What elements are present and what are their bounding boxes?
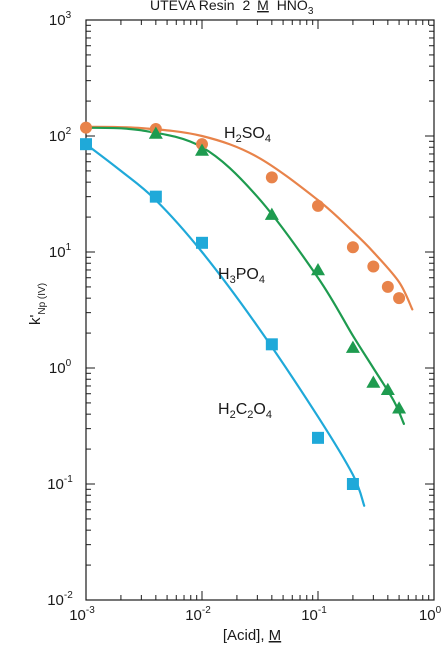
y-tick-label-exponent: 2 <box>66 126 72 137</box>
series-label-h2c2o4: H2C2O4 <box>218 401 272 421</box>
y-tick-label-base: 10 <box>49 244 66 261</box>
title-acid-subscript: 3 <box>308 6 314 17</box>
y-tick-label: 101 <box>49 242 72 261</box>
y-tick-label: 103 <box>49 10 72 29</box>
title-concentration: 2 <box>242 0 250 13</box>
x-tick-label-base: 10 <box>185 607 202 624</box>
y-axis-title-subscript: Np (IV) <box>37 283 48 315</box>
series-label-text: H <box>224 125 236 142</box>
series-label-subscript: 4 <box>266 409 272 421</box>
axis-ticks <box>85 19 435 601</box>
data-point-h2so4 <box>265 171 278 184</box>
svg-text:UTEVA Resin 2 M: UTEVA Resin 2 M HNO3 <box>150 0 314 17</box>
x-tick-label-base: 10 <box>419 607 436 624</box>
y-tick-label-base: 10 <box>49 360 66 377</box>
chart-title: UTEVA Resin 2 M HNO3 <box>150 0 314 17</box>
x-tick-label-base: 10 <box>301 607 318 624</box>
x-tick-labels: 10-3 10-2 10-1 100 <box>69 605 441 624</box>
series-label-text: H <box>218 266 230 283</box>
y-tick-label-exponent: 1 <box>66 242 72 253</box>
y-axis-title: k'Np (IV) <box>27 283 48 325</box>
y-axis-title-k: k' <box>27 315 44 326</box>
y-tick-label-exponent: -2 <box>64 590 73 601</box>
x-axis-title-prefix: [Acid], <box>223 627 269 644</box>
y-tick-label-exponent: -1 <box>64 474 73 485</box>
series-label-subscript: 2 <box>247 409 253 421</box>
y-tick-label-exponent: 3 <box>66 10 72 21</box>
x-tick-label-exponent: 0 <box>436 605 442 616</box>
y-tick-label: 100 <box>49 358 72 377</box>
y-tick-label: 10-1 <box>47 474 73 493</box>
data-point-h2c2o4 <box>149 190 162 203</box>
data-point-h3po4 <box>392 401 407 414</box>
series-label-text: PO <box>236 266 259 283</box>
data-point-h3po4 <box>311 262 325 276</box>
data-point-h3po4 <box>345 340 360 353</box>
x-tick-label-exponent: -1 <box>318 605 327 616</box>
y-tick-label-base: 10 <box>47 476 64 493</box>
series-label-h3po4: H3PO4 <box>218 266 265 286</box>
data-point-h2c2o4 <box>265 338 278 351</box>
x-tick-label-exponent: -3 <box>86 605 95 616</box>
series-label-subscript: 4 <box>265 133 271 145</box>
series-label-subscript: 2 <box>230 409 236 421</box>
data-point-h2c2o4 <box>346 478 359 490</box>
data-point-h3po4 <box>380 382 395 395</box>
x-axis-title-molar: M <box>269 627 282 644</box>
plot-frame <box>85 19 435 601</box>
x-tick-label: 10-1 <box>301 605 327 624</box>
series-label-text: O <box>253 401 265 418</box>
series-label-subscript: 4 <box>259 274 265 286</box>
x-axis-title: [Acid], M <box>223 627 281 644</box>
y-tick-label-base: 10 <box>49 12 66 29</box>
data-point-h2c2o4 <box>196 236 208 249</box>
y-tick-label: 10-2 <box>47 590 73 609</box>
series-label-text: SO <box>242 125 265 142</box>
title-acid: HNO <box>277 0 308 13</box>
series-label-text: H <box>218 401 230 418</box>
data-point-h3po4 <box>195 143 209 156</box>
x-tick-label: 10-3 <box>69 605 95 624</box>
data-point-h2so4 <box>381 280 394 293</box>
data-point-h2so4 <box>393 292 406 305</box>
series-label-h2so4: H2SO4 <box>224 125 271 145</box>
y-tick-label-exponent: 0 <box>66 358 72 369</box>
data-point-h2so4 <box>80 121 92 134</box>
data-point-h3po4 <box>264 207 279 220</box>
data-point-h2c2o4 <box>312 431 324 444</box>
data-point-h3po4 <box>148 126 163 139</box>
x-tick-label: 10-2 <box>185 605 211 624</box>
title-molar: M <box>257 0 269 13</box>
data-point-h2c2o4 <box>80 138 92 151</box>
title-prefix: UTEVA Resin <box>150 0 235 13</box>
fit-curves <box>84 125 414 507</box>
data-point-h3po4 <box>366 375 381 388</box>
series-label-subscript: 2 <box>236 133 242 145</box>
data-point-h2so4 <box>367 260 380 273</box>
fit-curve-h2c2o4 <box>84 143 366 507</box>
x-tick-label-exponent: -2 <box>202 605 211 616</box>
x-tick-label: 100 <box>419 605 442 624</box>
y-tick-label-base: 10 <box>47 592 64 609</box>
data-point-h2so4 <box>346 241 359 254</box>
series-label-text: C <box>236 401 248 418</box>
data-point-h2so4 <box>312 199 324 212</box>
x-tick-label-base: 10 <box>69 607 86 624</box>
data-markers <box>80 121 407 490</box>
series-label-subscript: 3 <box>230 274 236 286</box>
y-tick-label-base: 10 <box>49 128 66 145</box>
y-tick-label: 102 <box>49 126 72 145</box>
